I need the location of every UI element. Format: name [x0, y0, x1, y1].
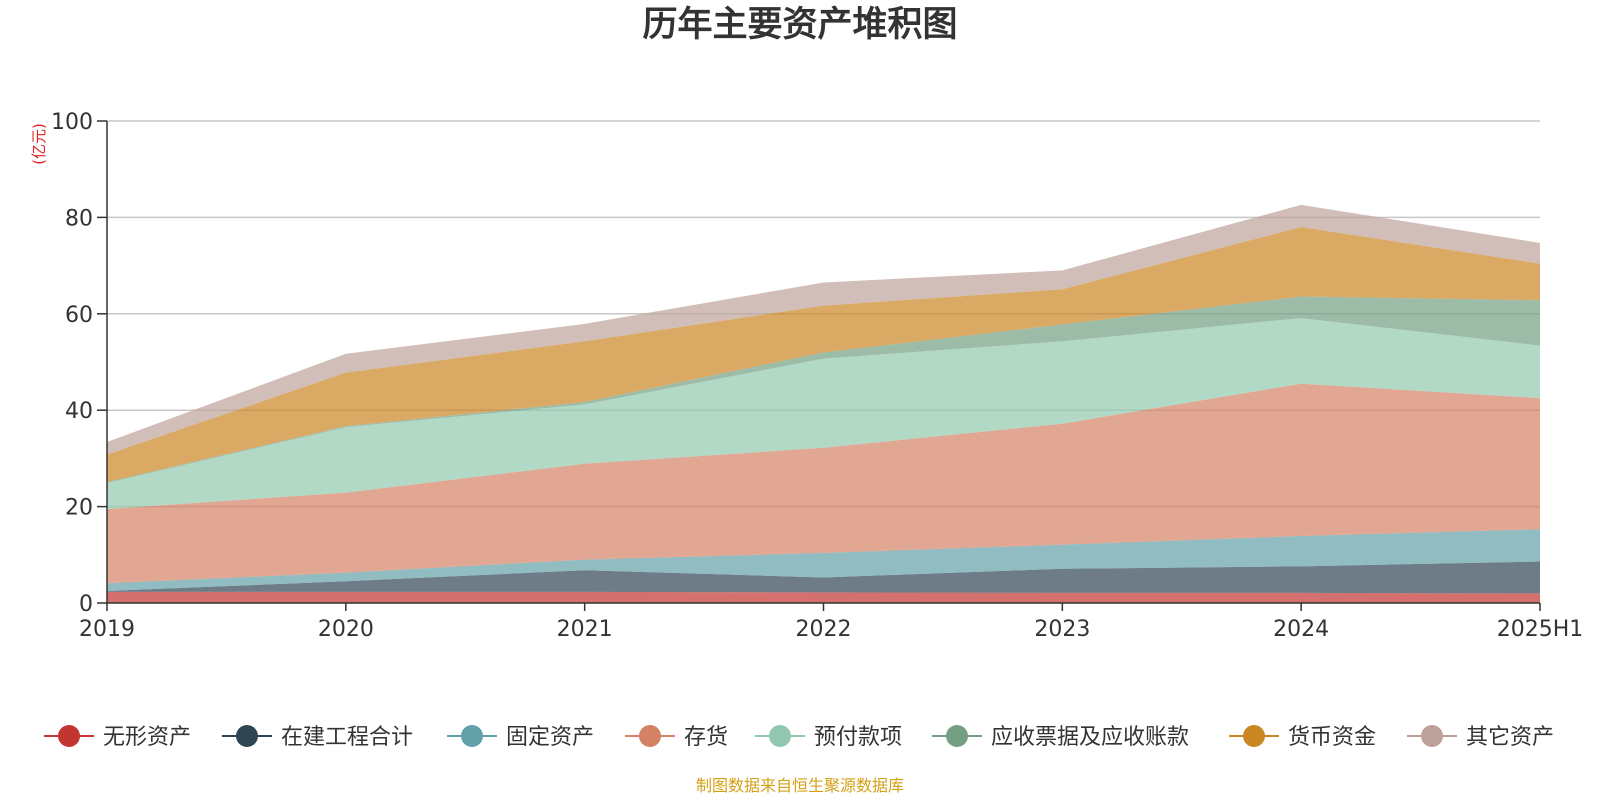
legend-label: 无形资产	[103, 725, 191, 750]
legend-marker-icon	[1421, 725, 1443, 747]
axes: 0 20 40 60 80 100 2019 2020 2021 2022 2023 2024 2025…	[51, 110, 1583, 642]
area-series-7	[107, 204, 1540, 455]
legend-label: 在建工程合计	[281, 725, 413, 750]
area-series-6	[107, 227, 1540, 483]
legend-item-3[interactable]: 存货	[625, 725, 728, 750]
area-series-3	[107, 383, 1540, 584]
legend-item-2[interactable]: 固定资产	[447, 725, 594, 750]
legend-label: 固定资产	[506, 725, 594, 750]
area-series-2	[107, 529, 1540, 591]
legend-marker-icon	[639, 725, 661, 747]
stacked-areas	[107, 204, 1540, 603]
chart-title: 历年主要资产堆积图	[642, 5, 957, 45]
legend-label: 应收票据及应收账款	[991, 725, 1189, 750]
legend-marker-icon	[58, 725, 80, 747]
y-tick-label: 60	[65, 303, 93, 328]
legend-item-5[interactable]: 应收票据及应收账款	[932, 725, 1189, 750]
legend-marker-icon	[236, 725, 258, 747]
legend-label: 其它资产	[1466, 725, 1554, 750]
legend-marker-icon	[461, 725, 483, 747]
legend-label: 预付款项	[814, 725, 902, 750]
area-series-4	[107, 318, 1540, 510]
x-tick-label: 2023	[1034, 617, 1090, 642]
legend-item-1[interactable]: 在建工程合计	[222, 725, 413, 750]
legend-marker-icon	[769, 725, 791, 747]
y-tick-label: 0	[79, 592, 93, 617]
source-note: 制图数据来自恒生聚源数据库	[696, 776, 904, 795]
y-tick-label: 100	[51, 110, 93, 135]
legend-item-4[interactable]: 预付款项	[755, 725, 902, 750]
x-tick-label: 2025H1	[1497, 617, 1584, 642]
legend-marker-icon	[946, 725, 968, 747]
y-tick-label: 40	[65, 399, 93, 424]
legend-label: 货币资金	[1288, 725, 1376, 750]
x-tick-label: 2022	[796, 617, 852, 642]
legend-item-6[interactable]: 货币资金	[1229, 725, 1376, 750]
x-tick-label: 2020	[318, 617, 374, 642]
x-tick-label: 2021	[557, 617, 613, 642]
area-series-5	[107, 296, 1540, 483]
area-series-0	[107, 591, 1540, 603]
legend-label: 存货	[684, 725, 728, 750]
legend-item-7[interactable]: 其它资产	[1407, 725, 1554, 750]
y-tick-label: 80	[65, 206, 93, 231]
y-tick-label: 20	[65, 496, 93, 521]
legend-marker-icon	[1243, 725, 1265, 747]
y-unit-label: (亿元)	[30, 123, 48, 165]
legend-item-0[interactable]: 无形资产	[44, 725, 191, 750]
x-tick-label: 2024	[1273, 617, 1329, 642]
x-tick-label: 2019	[79, 617, 135, 642]
legend: 无形资产 在建工程合计 固定资产 存货 预付款项 应收票据及应收账款 货币资金 其它资产	[44, 725, 1554, 750]
